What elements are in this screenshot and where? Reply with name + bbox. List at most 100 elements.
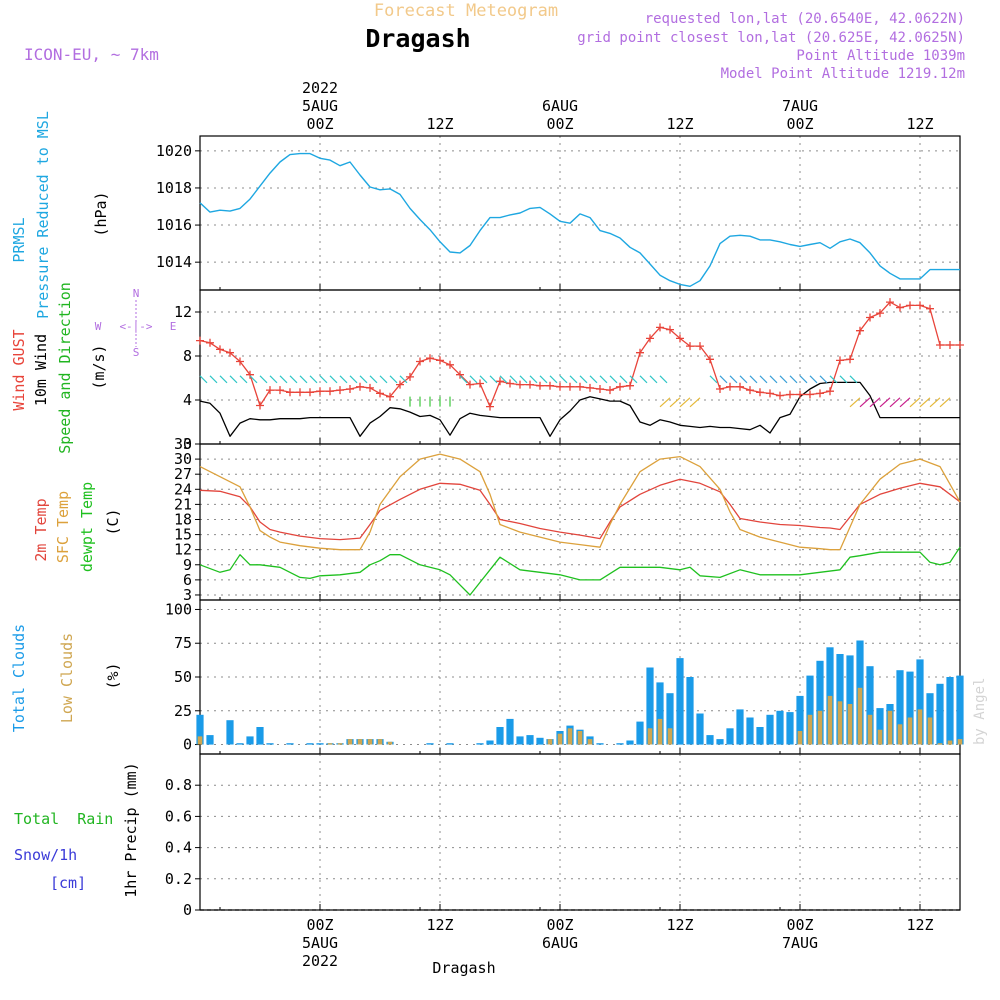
- requested-coords: requested lon,lat (20.6540E, 42.0622N): [645, 11, 965, 27]
- wind-direction-arrow: [329, 375, 338, 384]
- wind-unit: (m/s): [90, 344, 108, 389]
- t2m-line: [199, 478, 961, 541]
- wind-dir-label: Speed and Direction: [56, 282, 74, 454]
- wind-direction-arrow: [489, 375, 498, 384]
- total-cloud-bar: [696, 713, 704, 745]
- wind-gust-line: [199, 301, 960, 408]
- gust-marker: [736, 382, 744, 391]
- y-tick-label: 1014: [156, 253, 192, 271]
- wind-direction-arrow: [869, 397, 881, 408]
- gust-marker: [706, 355, 714, 364]
- low-cloud-bar: [827, 695, 833, 745]
- wind-direction-arrow: [309, 375, 318, 384]
- wind-direction-arrow: [899, 397, 911, 408]
- low-cloud-bar: [347, 739, 353, 745]
- wind-direction-arrow: [629, 375, 638, 384]
- wind-direction-arrow: [679, 397, 691, 408]
- wind-direction-arrow: [219, 375, 228, 384]
- y-tick-label: 15: [174, 526, 192, 544]
- t2m-label: 2m Temp: [32, 498, 50, 561]
- wind-direction-arrow: [259, 375, 268, 384]
- total-cloud-bar: [226, 720, 234, 745]
- gust-marker: [496, 377, 504, 386]
- low-cloud-bar: [927, 717, 933, 745]
- gust-marker: [476, 379, 484, 388]
- wind-labels: Wind GUST 10m Wind Speed and Direction (…: [10, 282, 176, 454]
- total-cloud-bar: [896, 670, 904, 745]
- wind-direction-arrow: [839, 375, 848, 384]
- total-cloud-bar: [776, 710, 784, 745]
- y-tick-label: 24: [174, 480, 192, 498]
- low-cloud-bar: [857, 687, 863, 745]
- y-tick-label: 0: [183, 435, 192, 453]
- y-tick-label: 1018: [156, 179, 192, 197]
- compass-n: N: [133, 287, 140, 300]
- total-cloud-bar: [626, 740, 634, 745]
- y-tick-label: 21: [174, 495, 192, 513]
- clouds-panel: 0 25 50 75 100: [165, 599, 964, 755]
- wind-direction-arrow: [369, 375, 378, 384]
- y-tick-label: 50: [174, 668, 192, 686]
- total-cloud-bar: [666, 693, 674, 745]
- gust-marker: [656, 323, 664, 332]
- gust-marker: [756, 388, 764, 397]
- time-label-top: 2022: [302, 79, 338, 97]
- wind-direction-arrow: [729, 375, 738, 384]
- wind-direction-arrow: [399, 375, 408, 384]
- time-label-bottom: 00Z: [546, 916, 573, 934]
- gust-marker: [726, 382, 734, 391]
- total-cloud-bar: [506, 718, 514, 745]
- wind-direction-arrow: [849, 375, 858, 384]
- pressure-labels: PRMSL Pressure Reduced to MSL (hPa): [10, 111, 110, 319]
- y-tick-label: 9: [183, 556, 192, 574]
- total-cloud-bar: [196, 714, 204, 745]
- gust-marker: [236, 357, 244, 366]
- gust-marker: [846, 355, 854, 364]
- dewpt-label: dewpt Temp: [78, 482, 96, 572]
- time-label-bottom: 2022: [302, 952, 338, 970]
- total-cloud-bar: [956, 675, 964, 745]
- wind-direction-arrow: [719, 375, 728, 384]
- y-tick-label: 8: [183, 347, 192, 365]
- gust-marker: [686, 342, 694, 351]
- total-cloud-bar: [526, 735, 534, 745]
- low-cloud-bar: [797, 731, 803, 745]
- gust-marker: [276, 386, 284, 395]
- gust-marker: [766, 389, 774, 398]
- total-cloud-bar: [426, 743, 434, 745]
- temp-unit: (C): [104, 508, 122, 535]
- wind-direction-arrow: [509, 375, 518, 384]
- y-tick-label: 18: [174, 510, 192, 528]
- gust-marker: [526, 380, 534, 389]
- pressure-panel: 1014 1016 1018 1020: [156, 135, 961, 291]
- wind-direction-arrow: [519, 375, 528, 384]
- wind-direction-arrow: [479, 375, 488, 384]
- low-cloud-bar: [337, 743, 343, 745]
- total-cloud-bar: [646, 667, 654, 745]
- gust-marker: [626, 381, 634, 390]
- total-cloud-bar: [906, 671, 914, 745]
- gust-marker: [506, 379, 514, 388]
- total-cloud-bar: [496, 727, 504, 745]
- gust-marker: [356, 382, 364, 391]
- low-clouds-label: Low Clouds: [58, 633, 76, 723]
- wind-direction-arrow: [339, 375, 348, 384]
- wind-direction-arrow: [209, 375, 218, 384]
- low-cloud-bar: [947, 740, 953, 745]
- wind-direction-arrow: [599, 375, 608, 384]
- gust-marker: [296, 388, 304, 397]
- wind-direction-arrow: [319, 375, 328, 384]
- time-label-bottom: 00Z: [306, 916, 333, 934]
- y-tick-label: 12: [174, 303, 192, 321]
- gust-marker: [806, 390, 814, 399]
- time-label-bottom: 12Z: [666, 916, 693, 934]
- gust-marker: [606, 386, 614, 395]
- wind-direction-arrow: [849, 397, 861, 408]
- wind-direction-arrow: [559, 375, 568, 384]
- gust-marker: [956, 341, 964, 349]
- y-tick-label: 4: [183, 391, 192, 409]
- gust-marker: [376, 389, 384, 398]
- gust-marker: [716, 385, 724, 393]
